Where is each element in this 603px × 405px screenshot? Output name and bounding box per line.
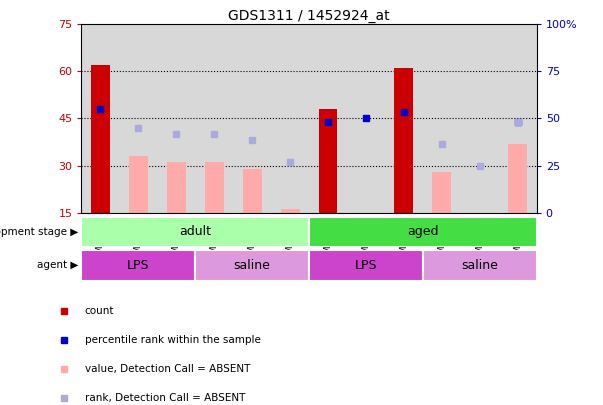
Text: LPS: LPS: [127, 259, 150, 272]
Bar: [81, 24, 119, 213]
Text: aged: aged: [407, 225, 438, 239]
Bar: [157, 24, 195, 213]
Bar: [318, 109, 338, 213]
Text: count: count: [84, 306, 114, 315]
Bar: [204, 162, 224, 213]
Bar: [309, 24, 347, 213]
Bar: [91, 65, 110, 213]
Bar: [347, 24, 385, 213]
Bar: [195, 24, 233, 213]
Bar: [81, 217, 309, 247]
Bar: [499, 24, 537, 213]
Bar: [461, 24, 499, 213]
Bar: [280, 209, 300, 213]
Bar: [309, 250, 423, 281]
Text: value, Detection Call = ABSENT: value, Detection Call = ABSENT: [84, 364, 250, 374]
Bar: [309, 217, 537, 247]
Text: agent ▶: agent ▶: [37, 260, 78, 271]
Bar: [394, 68, 414, 213]
Bar: [423, 24, 461, 213]
Text: percentile rank within the sample: percentile rank within the sample: [84, 335, 260, 345]
Bar: [242, 168, 262, 213]
Bar: [129, 156, 148, 213]
Bar: [167, 162, 186, 213]
Bar: [233, 24, 271, 213]
Bar: [119, 24, 157, 213]
Bar: [508, 144, 527, 213]
Bar: [271, 24, 309, 213]
Text: adult: adult: [179, 225, 211, 239]
Text: saline: saline: [461, 259, 498, 272]
Bar: [432, 172, 451, 213]
Title: GDS1311 / 1452924_at: GDS1311 / 1452924_at: [228, 9, 390, 23]
Text: development stage ▶: development stage ▶: [0, 227, 78, 237]
Text: LPS: LPS: [355, 259, 377, 272]
Bar: [385, 24, 423, 213]
Bar: [81, 250, 195, 281]
Bar: [195, 250, 309, 281]
Text: saline: saline: [234, 259, 271, 272]
Bar: [423, 250, 537, 281]
Text: rank, Detection Call = ABSENT: rank, Detection Call = ABSENT: [84, 393, 245, 403]
